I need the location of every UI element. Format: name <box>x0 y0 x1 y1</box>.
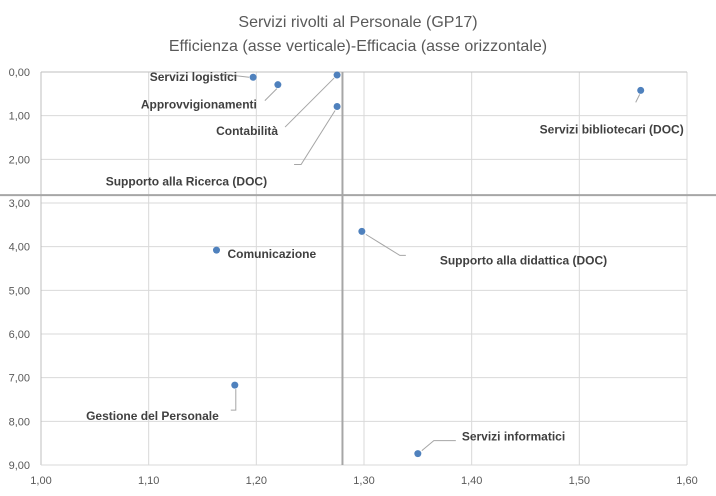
y-tick-label: 6,00 <box>9 329 30 341</box>
point-label: Supporto alla Ricerca (DOC) <box>106 174 267 188</box>
data-point <box>637 86 645 94</box>
x-tick-label: 1,10 <box>138 475 159 487</box>
point-label: Comunicazione <box>227 247 316 261</box>
tick-labels: 1,00 1,10 1,20 1,30 1,40 1,50 1,60 0,00 1,00 2,00… <box>9 67 698 487</box>
y-tick-label: 9,00 <box>9 460 30 472</box>
point-label: Servizi logistici <box>150 70 237 84</box>
y-tick-label: 2,00 <box>9 154 30 166</box>
leader-line <box>230 389 237 411</box>
data-point <box>333 102 341 110</box>
x-tick-label: 1,40 <box>461 475 482 487</box>
reference-lines <box>0 72 716 465</box>
leader-line <box>365 233 406 256</box>
data-points <box>212 71 645 458</box>
data-point <box>333 71 341 79</box>
leader-line <box>223 73 250 78</box>
point-label: Servizi bibliotecari (DOC) <box>540 122 684 136</box>
leader-line <box>294 110 336 165</box>
x-tick-label: 1,00 <box>30 475 51 487</box>
point-label: Approvvigionamenti <box>141 98 257 112</box>
gridlines <box>41 72 688 465</box>
y-tick-label: 5,00 <box>9 285 30 297</box>
chart-subtitle: Efficienza (asse verticale)-Efficacia (a… <box>169 38 547 55</box>
point-label: Supporto alla didattica (DOC) <box>440 253 607 267</box>
data-point <box>414 450 422 458</box>
leader-line <box>635 94 641 103</box>
y-tick-label: 4,00 <box>9 242 30 254</box>
leader-line <box>264 88 278 102</box>
y-tick-label: 0,00 <box>9 67 30 79</box>
data-point <box>212 246 220 254</box>
leader-line <box>421 440 456 452</box>
x-tick-label: 1,60 <box>676 475 697 487</box>
data-point <box>231 381 239 389</box>
y-tick-label: 7,00 <box>9 373 30 385</box>
data-point <box>274 81 282 89</box>
data-point <box>358 227 366 235</box>
point-label: Servizi informatici <box>462 430 565 444</box>
x-tick-label: 1,20 <box>246 475 267 487</box>
y-tick-label: 1,00 <box>9 111 30 123</box>
x-tick-label: 1,50 <box>569 475 590 487</box>
axes <box>40 71 687 466</box>
y-tick-label: 3,00 <box>9 198 30 210</box>
leader-lines <box>223 73 641 452</box>
point-labels: Servizi logistici Approvvigionamenti Conta… <box>86 70 684 443</box>
point-label: Gestione del Personale <box>86 409 219 423</box>
data-point <box>249 73 257 81</box>
y-tick-label: 8,00 <box>9 416 30 428</box>
x-tick-label: 1,30 <box>353 475 374 487</box>
chart-title: Servizi rivolti al Personale (GP17) <box>238 14 477 31</box>
point-label: Contabilità <box>216 124 278 138</box>
leader-line <box>284 77 335 128</box>
